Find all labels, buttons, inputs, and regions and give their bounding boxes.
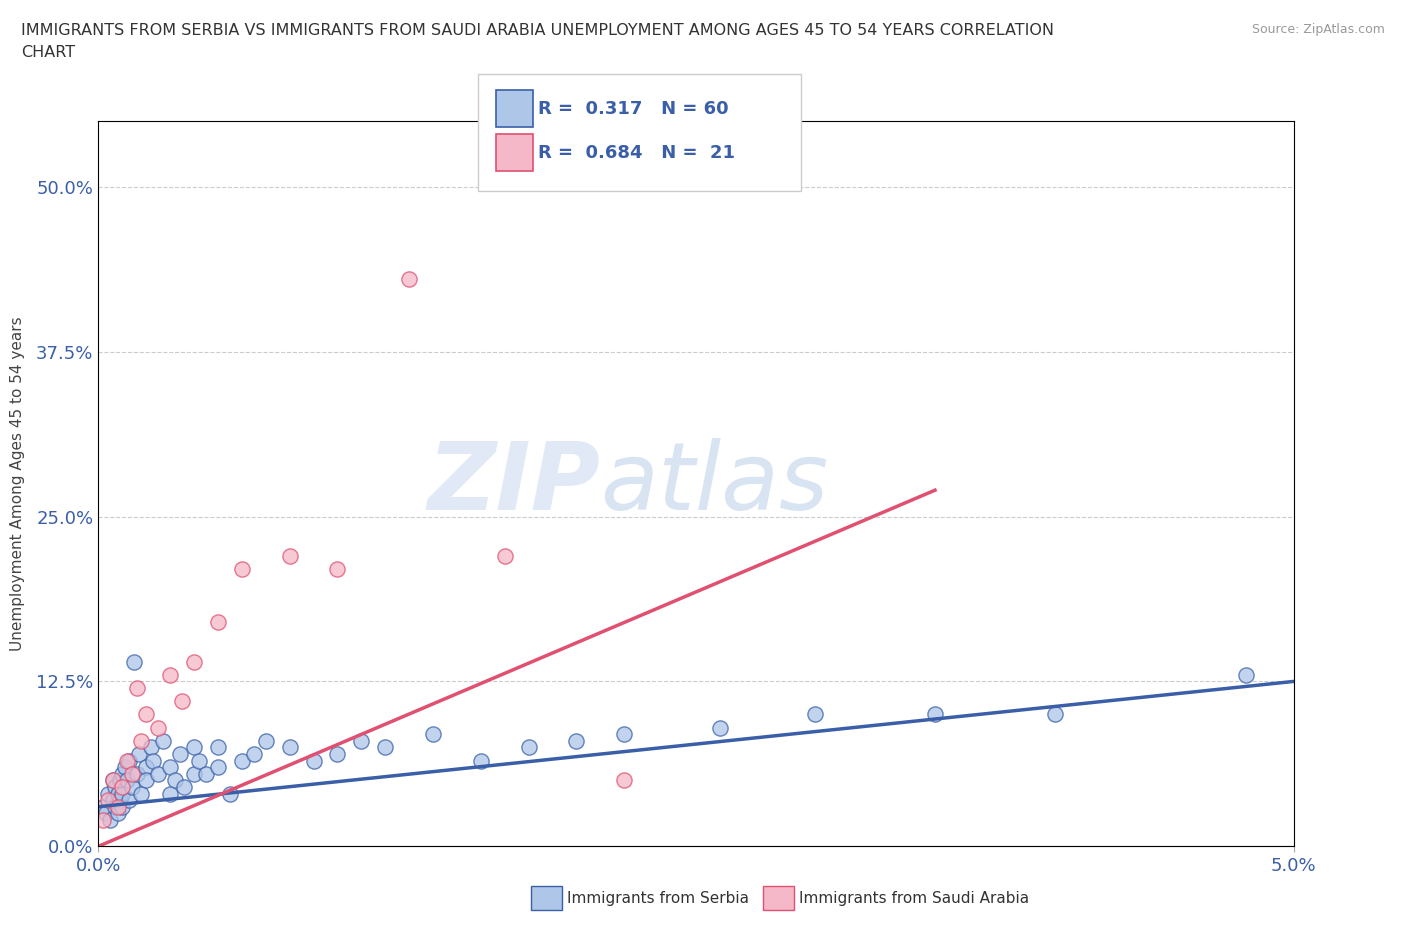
Point (121, 766, 143, 781)
Point (173, 779, 195, 794)
Text: Immigrants from Serbia: Immigrants from Serbia (567, 891, 748, 906)
Point (159, 668, 181, 683)
Point (101, 773, 124, 788)
Point (101, 792, 124, 807)
Text: atlas: atlas (600, 438, 828, 529)
Point (613, 773, 636, 788)
Point (94, 806, 117, 821)
Point (195, 766, 218, 781)
Point (494, 549, 516, 564)
Point (104, 799, 127, 814)
Point (121, 779, 143, 794)
Point (128, 747, 150, 762)
Point (709, 720, 731, 735)
Point (152, 734, 174, 749)
Point (131, 786, 153, 801)
Point (254, 734, 277, 749)
Point (115, 753, 138, 768)
Point (115, 773, 138, 788)
Point (125, 681, 148, 696)
Point (517, 740, 540, 755)
Point (1043, 707, 1066, 722)
Point (111, 799, 134, 814)
Point (207, 615, 229, 630)
Point (565, 734, 588, 749)
Point (219, 786, 242, 801)
Point (91, 799, 114, 814)
Point (135, 773, 157, 788)
Point (97, 786, 120, 801)
Text: Immigrants from Saudi Arabia: Immigrants from Saudi Arabia (799, 891, 1029, 906)
Point (108, 773, 131, 788)
Point (111, 766, 134, 781)
Point (118, 792, 141, 807)
Point (278, 740, 301, 755)
Point (118, 753, 141, 768)
Point (135, 760, 157, 775)
Text: Source: ZipAtlas.com: Source: ZipAtlas.com (1251, 23, 1385, 36)
Point (924, 707, 946, 722)
Point (187, 753, 209, 768)
Point (108, 792, 131, 807)
Text: IMMIGRANTS FROM SERBIA VS IMMIGRANTS FROM SAUDI ARABIA UNEMPLOYMENT AMONG AGES 4: IMMIGRANTS FROM SERBIA VS IMMIGRANTS FRO… (21, 23, 1054, 38)
Point (172, 694, 194, 709)
Point (1234, 668, 1257, 683)
Point (148, 720, 170, 735)
Point (135, 707, 157, 722)
Y-axis label: Unemployment Among Ages 45 to 54 years: Unemployment Among Ages 45 to 54 years (10, 316, 25, 651)
Point (91, 813, 114, 828)
Text: R =  0.684   N =  21: R = 0.684 N = 21 (538, 143, 735, 162)
Point (125, 766, 148, 781)
Text: ZIP: ZIP (427, 438, 600, 529)
Point (231, 562, 253, 577)
Point (107, 806, 129, 821)
Point (159, 760, 181, 775)
Point (422, 726, 444, 741)
Point (104, 779, 127, 794)
Text: CHART: CHART (21, 45, 75, 60)
Point (326, 747, 349, 762)
Point (183, 740, 205, 755)
Point (142, 753, 165, 768)
Point (107, 799, 129, 814)
Point (101, 773, 124, 788)
Point (169, 747, 191, 762)
Point (107, 786, 129, 801)
Point (374, 740, 396, 755)
Point (350, 734, 373, 749)
Point (163, 773, 186, 788)
Point (207, 740, 229, 755)
Point (111, 779, 134, 794)
Point (613, 726, 636, 741)
Point (470, 753, 492, 768)
Point (148, 766, 170, 781)
Point (302, 753, 325, 768)
Point (131, 734, 153, 749)
Point (98, 813, 122, 828)
Point (231, 753, 253, 768)
Point (207, 760, 229, 775)
Point (183, 654, 205, 669)
Point (114, 760, 136, 775)
Point (398, 272, 420, 286)
Point (111, 786, 134, 801)
Point (278, 549, 301, 564)
Point (124, 654, 146, 669)
Point (139, 740, 162, 755)
Text: R =  0.317   N = 60: R = 0.317 N = 60 (538, 100, 730, 118)
Point (243, 747, 266, 762)
Point (804, 707, 827, 722)
Point (183, 766, 205, 781)
Point (97, 792, 120, 807)
Point (326, 562, 349, 577)
Point (159, 786, 181, 801)
